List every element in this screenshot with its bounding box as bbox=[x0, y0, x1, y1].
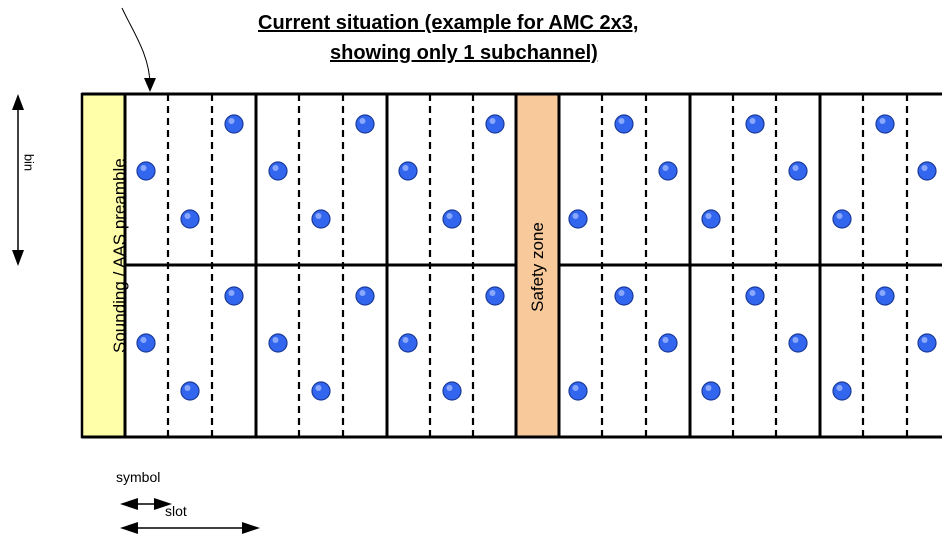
pilot-dot-icon bbox=[180, 381, 200, 401]
symbol-arrow-left-icon bbox=[120, 498, 138, 510]
symbol-label: symbol bbox=[116, 469, 161, 485]
pilot-dot-highlight bbox=[836, 385, 843, 391]
pilot-dot-icon bbox=[788, 161, 808, 181]
pilot-dot-highlight bbox=[792, 165, 799, 171]
bin-label: bin bbox=[21, 153, 37, 172]
pilot-dot-icon bbox=[224, 286, 244, 306]
slot-arrow-left-icon bbox=[120, 522, 138, 534]
pilot-dot-highlight bbox=[402, 165, 409, 171]
pilot-dot-icon bbox=[568, 209, 588, 229]
pilot-dot-icon bbox=[788, 333, 808, 353]
pilot-dot-icon bbox=[311, 209, 331, 229]
pilot-dot-icon bbox=[224, 114, 244, 134]
callout-curve bbox=[121, 7, 151, 86]
pilot-dot-highlight bbox=[921, 165, 928, 171]
pilot-dot-icon bbox=[398, 333, 418, 353]
pilot-dot-highlight bbox=[272, 337, 279, 343]
pilot-dot-icon bbox=[745, 286, 765, 306]
pilot-dot-highlight bbox=[662, 337, 669, 343]
pilot-dot-highlight bbox=[359, 118, 366, 124]
pilot-dot-highlight bbox=[572, 213, 579, 219]
pilot-dot-highlight bbox=[184, 213, 191, 219]
pilot-dot-highlight bbox=[879, 118, 886, 124]
pilot-dot-highlight bbox=[921, 337, 928, 343]
pilot-dot-icon bbox=[442, 381, 462, 401]
bin-arrow-up-icon bbox=[12, 94, 24, 110]
pilot-dot-highlight bbox=[489, 118, 496, 124]
symbol-arrow-right-icon bbox=[154, 498, 172, 510]
pilot-dot-icon bbox=[136, 333, 156, 353]
pilot-dot-highlight bbox=[140, 165, 147, 171]
pilot-dot-highlight bbox=[446, 213, 453, 219]
pilot-dot-highlight bbox=[228, 290, 235, 296]
diagram-title-line-1: Current situation (example for AMC 2x3, bbox=[258, 12, 639, 34]
pilot-dot-icon bbox=[614, 286, 634, 306]
pilot-dot-icon bbox=[701, 209, 721, 229]
pilot-dot-icon bbox=[832, 381, 852, 401]
callout-arrowhead-icon bbox=[144, 78, 156, 92]
pilot-dot-highlight bbox=[836, 213, 843, 219]
pilot-dot-icon bbox=[355, 286, 375, 306]
pilot-dot-icon bbox=[398, 161, 418, 181]
pilot-dot-icon bbox=[568, 381, 588, 401]
pilot-dot-highlight bbox=[402, 337, 409, 343]
pilot-dot-icon bbox=[442, 209, 462, 229]
pilot-dot-highlight bbox=[228, 118, 235, 124]
pilot-dot-highlight bbox=[749, 290, 756, 296]
pilot-dot-highlight bbox=[315, 213, 322, 219]
pilot-dot-highlight bbox=[749, 118, 756, 124]
pilot-dot-icon bbox=[485, 286, 505, 306]
pilot-dot-icon bbox=[658, 333, 678, 353]
pilot-dot-icon bbox=[875, 286, 895, 306]
pilot-dot-highlight bbox=[705, 385, 712, 391]
pilot-dot-icon bbox=[917, 333, 937, 353]
pilot-dot-highlight bbox=[272, 165, 279, 171]
bin-arrow-down-icon bbox=[12, 250, 24, 266]
pilot-dot-icon bbox=[180, 209, 200, 229]
pilot-dot-highlight bbox=[315, 385, 322, 391]
safety-zone-label: Safety zone bbox=[528, 222, 547, 312]
diagram-title-line-2: showing only 1 subchannel) bbox=[330, 42, 598, 64]
pilot-dot-highlight bbox=[184, 385, 191, 391]
pilot-dot-icon bbox=[917, 161, 937, 181]
pilot-dot-highlight bbox=[618, 118, 625, 124]
pilot-dot-highlight bbox=[359, 290, 366, 296]
pilot-dot-icon bbox=[268, 161, 288, 181]
pilot-dot-icon bbox=[701, 381, 721, 401]
pilot-dot-icon bbox=[614, 114, 634, 134]
slot-arrow-right-icon bbox=[242, 522, 260, 534]
pilot-dot-highlight bbox=[140, 337, 147, 343]
pilot-dot-highlight bbox=[446, 385, 453, 391]
pilot-dot-highlight bbox=[618, 290, 625, 296]
preamble-label: Sounding / AAS preamble bbox=[110, 158, 129, 353]
pilot-dot-icon bbox=[268, 333, 288, 353]
slot-label: slot bbox=[165, 503, 187, 519]
pilot-dot-icon bbox=[136, 161, 156, 181]
pilot-dot-highlight bbox=[879, 290, 886, 296]
pilot-dot-highlight bbox=[662, 165, 669, 171]
pilot-dot-icon bbox=[355, 114, 375, 134]
pilot-dot-icon bbox=[745, 114, 765, 134]
pilot-dot-icon bbox=[485, 114, 505, 134]
pilot-dot-icon bbox=[832, 209, 852, 229]
pilot-dot-highlight bbox=[489, 290, 496, 296]
preamble-column bbox=[80, 92, 127, 439]
pilot-dot-highlight bbox=[705, 213, 712, 219]
pilot-dot-icon bbox=[875, 114, 895, 134]
pilot-dot-icon bbox=[658, 161, 678, 181]
pilot-dot-icon bbox=[311, 381, 331, 401]
pilot-dot-highlight bbox=[572, 385, 579, 391]
pilot-dot-highlight bbox=[792, 337, 799, 343]
